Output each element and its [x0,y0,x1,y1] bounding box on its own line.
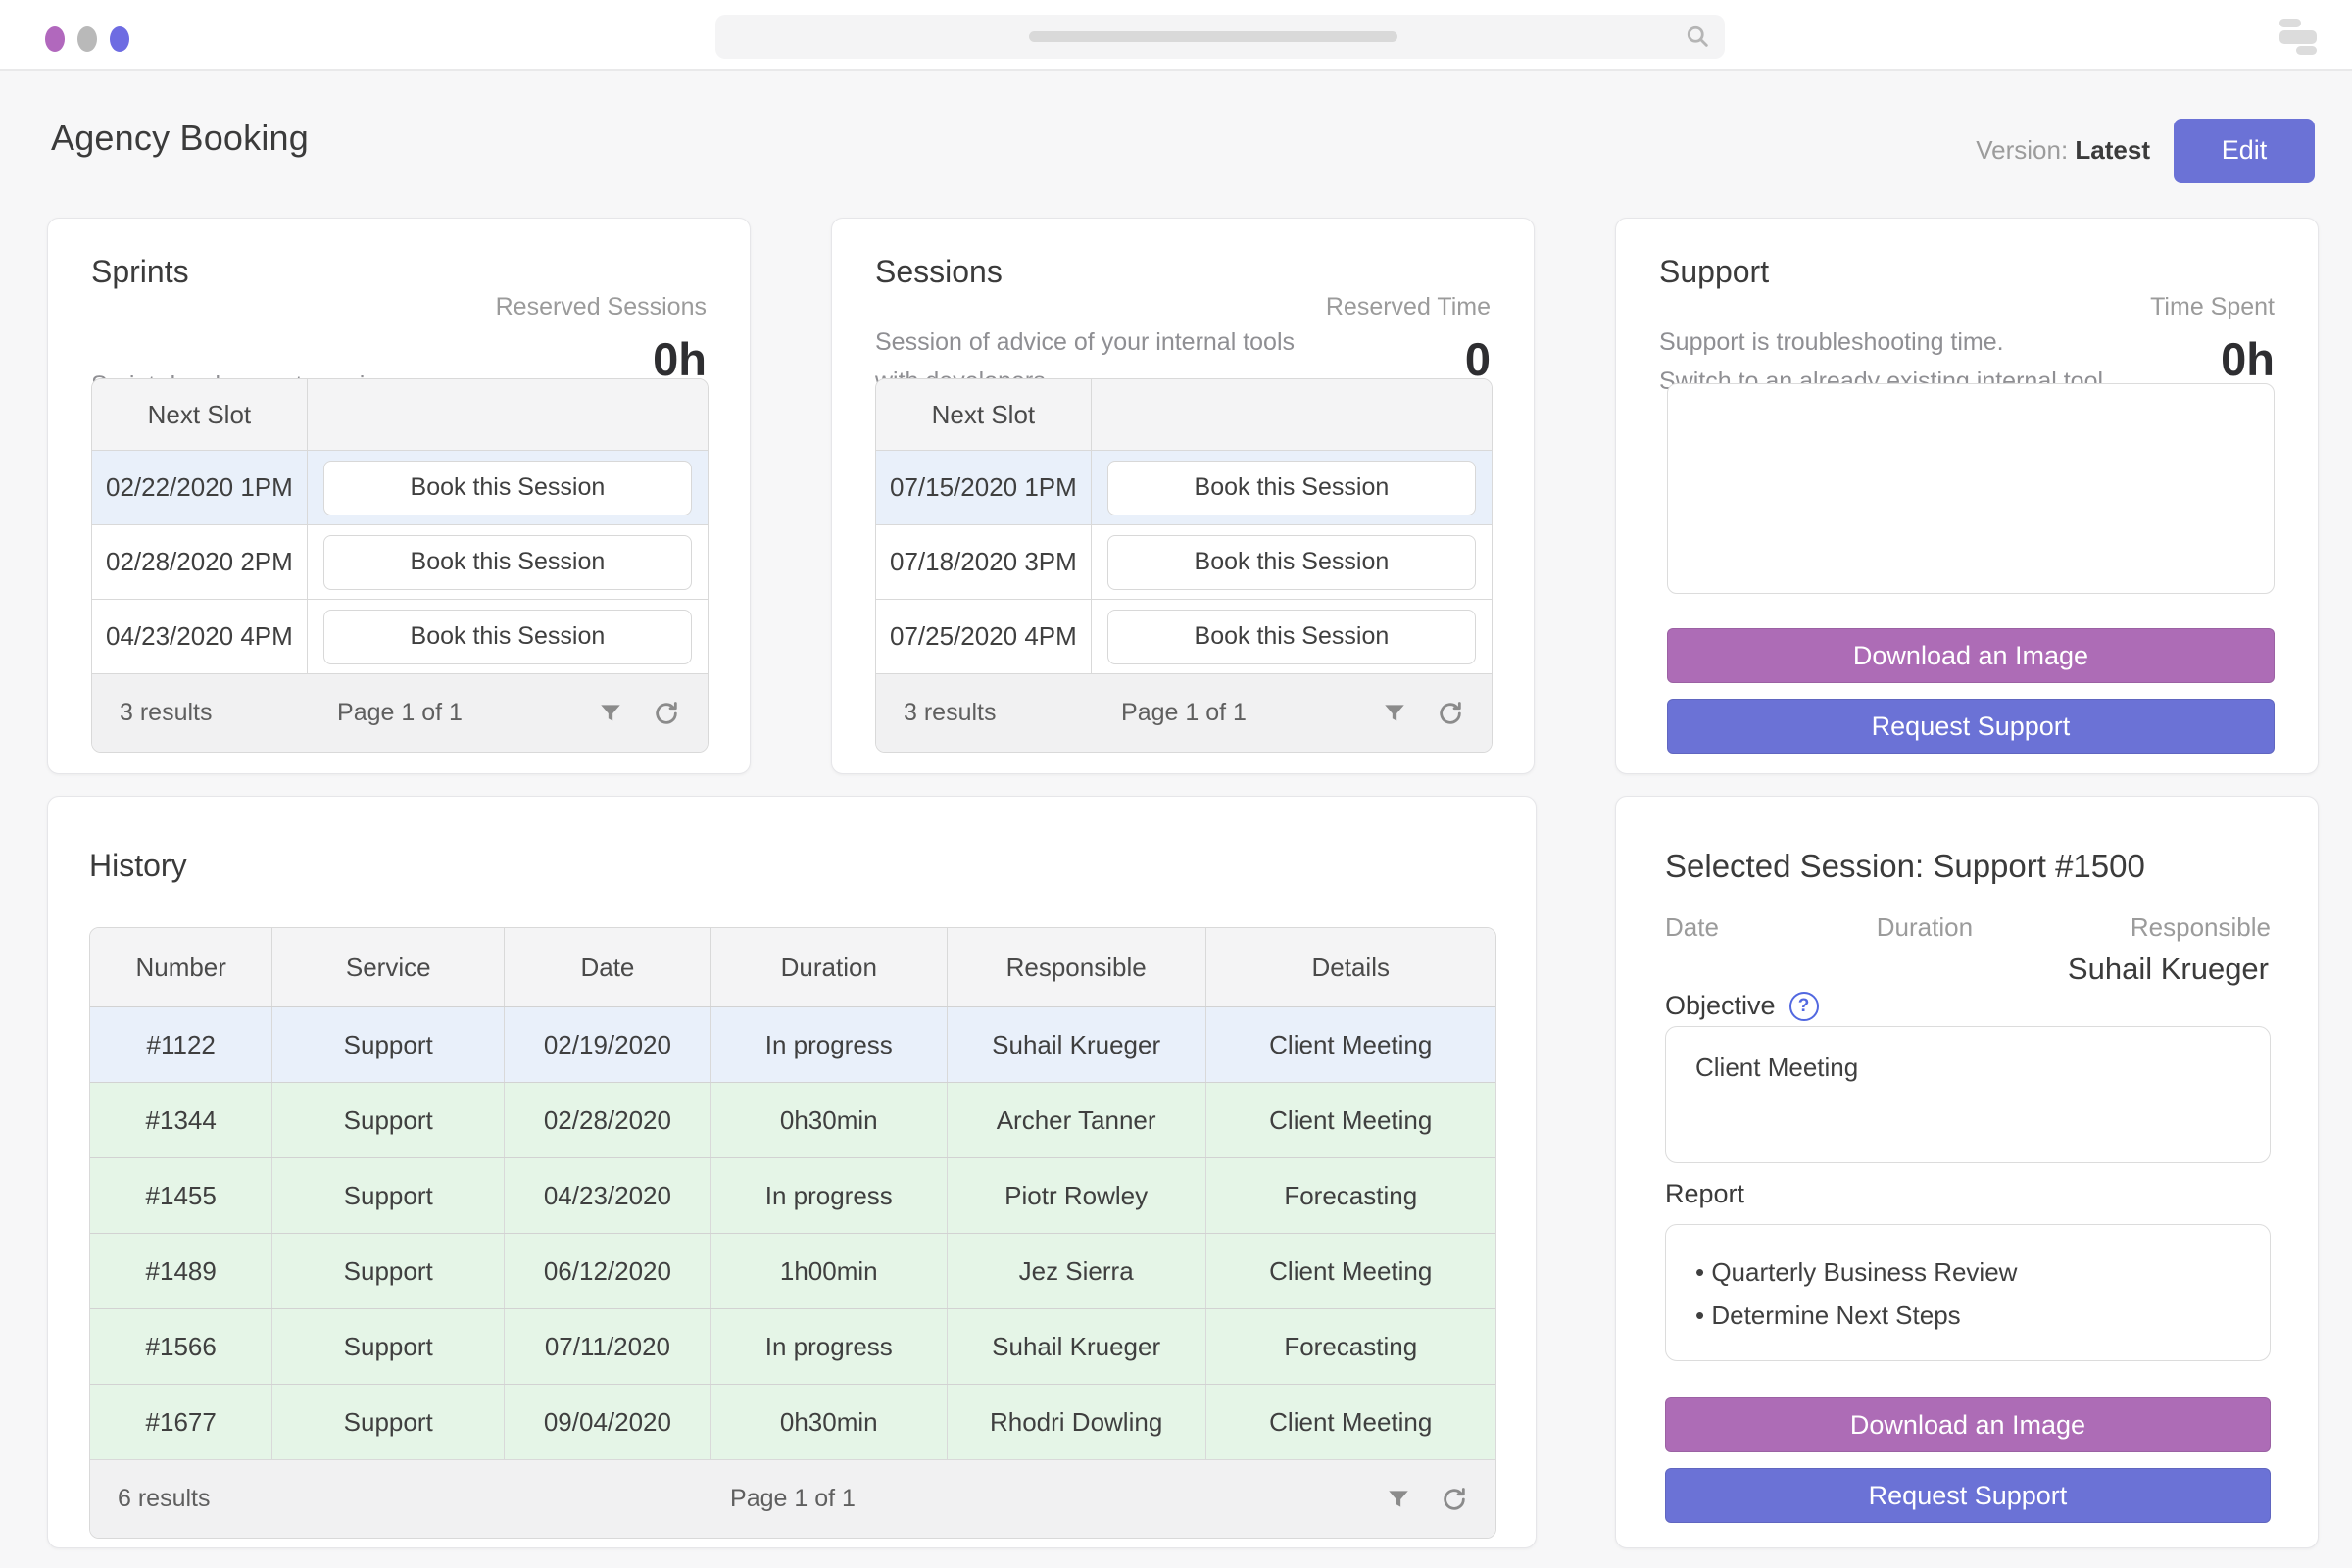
filter-icon[interactable] [598,701,623,726]
sessions-card: Sessions Reserved Time 0 Session of advi… [831,218,1535,774]
history-row[interactable]: #1677 Support 09/04/2020 0h30min Rhodri … [90,1384,1495,1459]
selected-session-meta-labels: Date Duration Responsible [1665,912,2271,943]
slot-date: 07/15/2020 1PM [876,451,1092,524]
column-date: Date [505,928,711,1006]
history-title: History [89,848,187,883]
responsible-value: Suhail Krueger [2067,952,2269,986]
sprints-table: Next Slot 02/22/2020 1PM Book this Sessi… [91,378,709,753]
slot-date: 02/22/2020 1PM [92,451,308,524]
sprints-metric-value: 0h [653,333,707,385]
page-indicator: Page 1 of 1 [1121,699,1247,726]
history-row[interactable]: #1455 Support 04/23/2020 In progress Pio… [90,1157,1495,1233]
selected-session-card: Selected Session: Support #1500 Date Dur… [1615,796,2319,1548]
history-card: History Number Service Date Duration Res… [47,796,1537,1548]
browser-search-input[interactable] [715,15,1725,59]
sessions-slot-row: 07/15/2020 1PM Book this Session [876,450,1492,524]
sessions-slot-row: 07/25/2020 4PM Book this Session [876,599,1492,673]
browser-chrome [0,0,2352,71]
book-session-button[interactable]: Book this Session [1106,609,1476,664]
sprints-slot-row: 04/23/2020 4PM Book this Session [92,599,708,673]
search-icon[interactable] [1684,23,1711,55]
book-session-button[interactable]: Book this Session [322,534,692,590]
slot-date: 02/28/2020 2PM [92,525,308,599]
column-service: Service [272,928,506,1006]
request-support-button[interactable]: Request Support [1667,699,2275,754]
report-item: Quarterly Business Review [1695,1250,2240,1294]
search-placeholder-bar [1029,31,1397,42]
history-row[interactable]: #1489 Support 06/12/2020 1h00min Jez Sie… [90,1233,1495,1308]
version-value: Latest [2075,135,2150,165]
download-image-button[interactable]: Download an Image [1665,1397,2271,1452]
report-field[interactable]: Quarterly Business Review Determine Next… [1665,1224,2271,1361]
refresh-icon[interactable] [1437,700,1464,727]
download-image-button[interactable]: Download an Image [1667,628,2275,683]
report-label: Report [1665,1179,1745,1208]
label-date: Date [1665,912,1719,942]
book-session-button[interactable]: Book this Session [322,609,692,664]
edit-button[interactable]: Edit [2174,118,2315,183]
history-table-footer: 6 results Page 1 of 1 [90,1459,1495,1538]
refresh-icon[interactable] [1441,1486,1468,1513]
sprints-slot-row: 02/28/2020 2PM Book this Session [92,524,708,599]
sessions-slot-row: 07/18/2020 3PM Book this Session [876,524,1492,599]
results-count: 3 results [120,699,213,726]
window-dot-gray[interactable] [77,26,97,52]
report-item: Determine Next Steps [1695,1294,2240,1337]
slot-date: 04/23/2020 4PM [92,600,308,673]
history-row[interactable]: #1344 Support 02/28/2020 0h30min Archer … [90,1082,1495,1157]
page-indicator: Page 1 of 1 [730,1485,856,1512]
label-responsible: Responsible [2130,912,2271,942]
column-responsible: Responsible [948,928,1206,1006]
support-metric-value: 0h [2221,333,2275,385]
request-support-button[interactable]: Request Support [1665,1468,2271,1523]
book-session-button[interactable]: Book this Session [1106,534,1476,590]
sessions-title: Sessions [875,254,1003,289]
help-icon[interactable]: ? [1788,991,1819,1021]
filter-icon[interactable] [1386,1487,1411,1512]
column-duration: Duration [711,928,948,1006]
window-dot-indigo[interactable] [110,26,129,52]
window-dot-purple[interactable] [45,26,65,52]
book-session-button[interactable]: Book this Session [322,460,692,515]
column-details: Details [1311,952,1390,982]
sprints-title: Sprints [91,254,189,289]
slot-date: 07/25/2020 4PM [876,600,1092,673]
selected-session-title: Selected Session: Support #1500 [1665,848,2145,884]
page-title: Agency Booking [51,118,309,158]
column-number: Number [90,928,273,1006]
book-session-button[interactable]: Book this Session [1106,460,1476,515]
refresh-icon[interactable] [653,700,680,727]
objective-value: Client Meeting [1695,1053,1859,1082]
sessions-metric-label: Reserved Time [1325,293,1491,320]
sprints-card: Sprints Reserved Sessions 0h Sprint deve… [47,218,751,774]
support-title: Support [1659,254,1770,289]
page-indicator: Page 1 of 1 [337,699,463,726]
history-table: Number Service Date Duration Responsible… [89,927,1496,1539]
support-card: Support Time Spent 0h Support is trouble… [1615,218,2319,774]
support-content-box [1667,383,2275,594]
sessions-column-next-slot: Next Slot [876,379,1092,450]
sprints-metric-label: Reserved Sessions [495,293,707,320]
window-controls [45,26,129,52]
sessions-table: Next Slot 07/15/2020 1PM Book this Sessi… [875,378,1493,753]
objective-label: Objective ? [1665,991,1819,1021]
label-duration: Duration [1876,912,1974,942]
sessions-metric-value: 0 [1464,333,1491,385]
history-table-header: Number Service Date Duration Responsible… [90,928,1495,1006]
sprints-column-next-slot: Next Slot [92,379,308,450]
sprints-slot-row: 02/22/2020 1PM Book this Session [92,450,708,524]
browser-menu-icon[interactable] [2279,18,2319,55]
history-row[interactable]: #1122 Support 02/19/2020 In progress Suh… [90,1006,1495,1082]
sprints-table-footer: 3 results Page 1 of 1 [92,673,708,752]
filter-icon[interactable] [1382,701,1407,726]
results-count: 3 results [904,699,997,726]
slot-date: 07/18/2020 3PM [876,525,1092,599]
history-row[interactable]: #1566 Support 07/11/2020 In progress Suh… [90,1308,1495,1384]
support-metric-label: Time Spent [2150,293,2275,320]
sessions-table-footer: 3 results Page 1 of 1 [876,673,1492,752]
objective-field[interactable]: Client Meeting [1665,1026,2271,1163]
version-label: Version: Latest [1976,135,2150,165]
results-count: 6 results [118,1485,211,1512]
